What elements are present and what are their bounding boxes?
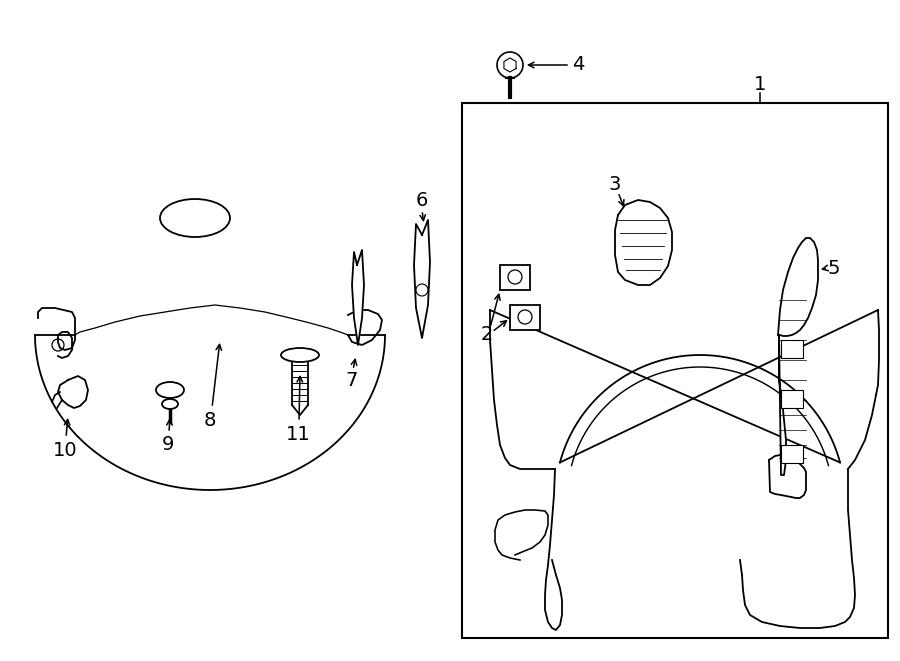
- Text: 6: 6: [416, 190, 428, 210]
- Text: 1: 1: [754, 75, 766, 95]
- Bar: [462, 103, 888, 638]
- Text: 5: 5: [828, 258, 841, 278]
- Ellipse shape: [156, 382, 184, 398]
- Polygon shape: [778, 238, 818, 336]
- Text: 3: 3: [608, 176, 621, 194]
- Bar: [781, 340, 803, 358]
- Polygon shape: [352, 250, 364, 345]
- Text: 2: 2: [481, 325, 493, 344]
- Polygon shape: [769, 455, 806, 498]
- Bar: [781, 445, 803, 463]
- Ellipse shape: [162, 399, 178, 409]
- Bar: [781, 390, 803, 408]
- Circle shape: [497, 52, 523, 78]
- Polygon shape: [414, 220, 430, 338]
- Text: 9: 9: [162, 436, 175, 455]
- Text: 11: 11: [285, 426, 310, 444]
- Polygon shape: [615, 200, 672, 285]
- Bar: [500, 265, 530, 290]
- Text: 7: 7: [346, 371, 358, 389]
- Text: 8: 8: [203, 410, 216, 430]
- Text: 4: 4: [572, 56, 584, 75]
- Polygon shape: [58, 376, 88, 408]
- Ellipse shape: [281, 348, 319, 362]
- Bar: [510, 305, 540, 330]
- Polygon shape: [779, 335, 786, 475]
- Text: 10: 10: [53, 440, 77, 459]
